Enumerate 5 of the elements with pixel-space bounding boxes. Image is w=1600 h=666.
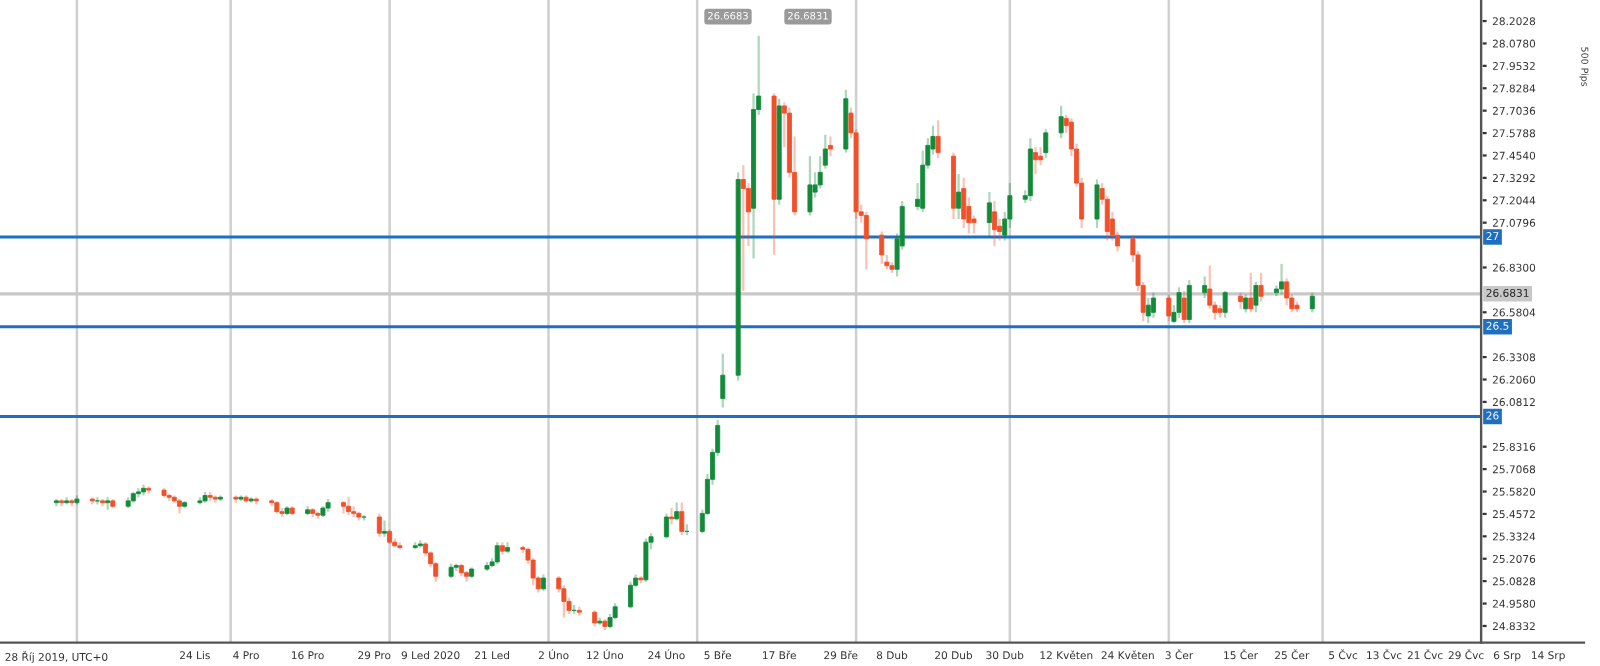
candlestick — [94, 496, 100, 506]
candlestick — [382, 519, 387, 538]
candlestick — [346, 496, 352, 517]
candlestick — [669, 506, 674, 526]
candlestick — [135, 487, 141, 499]
